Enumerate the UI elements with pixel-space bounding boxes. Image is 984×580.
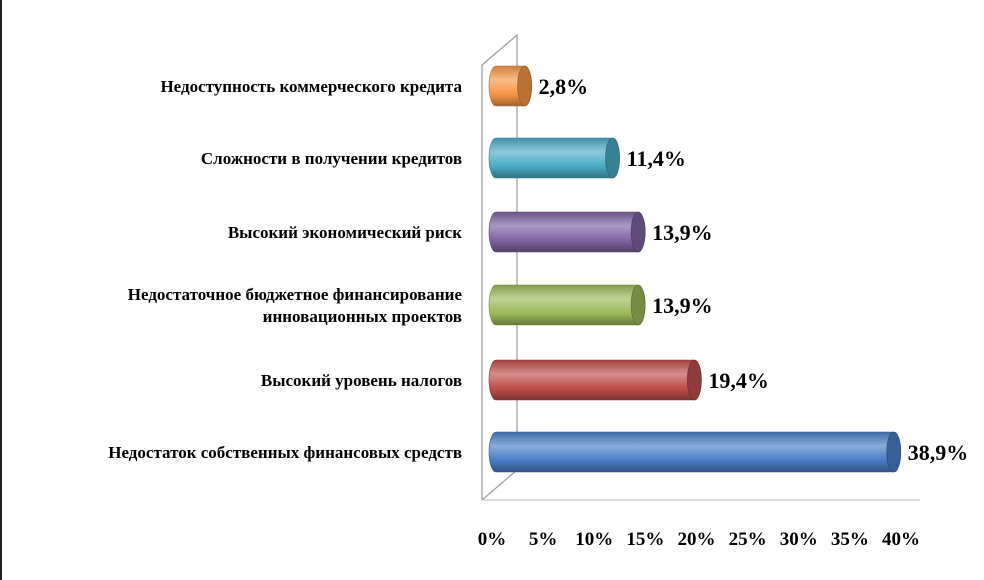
data-label: 38,9% — [908, 440, 969, 465]
category-labels: Недостаток собственных финансовых средст… — [108, 77, 462, 462]
x-tick-label: 35% — [831, 529, 869, 550]
bar-end-cap — [886, 431, 902, 473]
category-label: Высокий экономический риск — [228, 223, 462, 242]
bar-body — [488, 359, 702, 401]
data-label: 13,9% — [652, 220, 713, 245]
bars — [488, 65, 902, 473]
x-tick-label: 25% — [729, 529, 767, 550]
bar-5 — [488, 137, 620, 179]
bar-6 — [488, 65, 532, 107]
category-label: Высокий уровень налогов — [261, 371, 462, 390]
x-tick-label: 40% — [882, 529, 920, 550]
data-labels: 38,9% 19,4% 13,9% 13,9% 11,4% 2,8% — [539, 74, 969, 465]
bar-2 — [488, 359, 702, 401]
category-label: Недоступность коммерческого кредита — [160, 77, 462, 96]
bar-end-cap — [630, 284, 646, 326]
bar-body — [488, 431, 902, 473]
category-label: инновационных проектов — [263, 307, 462, 326]
bar-3 — [488, 284, 646, 326]
data-label: 19,4% — [708, 368, 769, 393]
bar-end-cap — [687, 359, 702, 401]
bar-end-cap — [517, 65, 532, 107]
x-tick-label: 10% — [575, 529, 613, 550]
bar-body — [488, 284, 646, 326]
bar-end-cap — [605, 137, 620, 179]
left-frame-edge — [0, 0, 2, 580]
category-label: Недостаток собственных финансовых средст… — [108, 443, 462, 462]
data-label: 2,8% — [539, 74, 589, 99]
x-tick-label: 5% — [529, 529, 558, 550]
back-wall-edge — [481, 33, 518, 501]
data-label: 11,4% — [627, 146, 686, 171]
x-tick-label: 20% — [678, 529, 716, 550]
category-label: Сложности в получении кредитов — [201, 149, 462, 168]
bar-1 — [488, 431, 902, 473]
bar-end-cap — [630, 211, 646, 253]
bar-4 — [488, 211, 646, 253]
plot-walls — [481, 33, 920, 501]
bar-body — [488, 137, 620, 179]
data-label: 13,9% — [652, 293, 713, 318]
x-tick-labels: 0% 5% 10% 15% 20% 25% 30% 35% 40% — [478, 529, 920, 550]
x-tick-label: 30% — [780, 529, 818, 550]
bar-body — [488, 211, 646, 253]
x-tick-label: 15% — [626, 529, 664, 550]
x-tick-label: 0% — [478, 529, 507, 550]
category-label: Недостаточное бюджетное финансирование — [128, 285, 463, 304]
